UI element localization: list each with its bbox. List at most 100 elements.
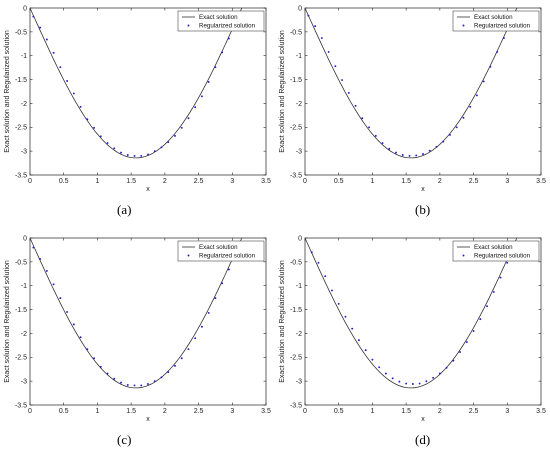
legend-marker-swatch xyxy=(462,24,465,27)
regularized-point xyxy=(160,376,163,379)
regularized-point xyxy=(320,37,323,40)
x-tick-label: 3.5 xyxy=(261,178,271,185)
regularized-point xyxy=(79,336,82,339)
regularized-point xyxy=(344,315,347,318)
regularized-point xyxy=(106,372,109,375)
legend-box xyxy=(452,10,540,32)
regularized-point xyxy=(331,289,333,292)
regularized-point xyxy=(351,327,354,330)
x-tick-label: 3.5 xyxy=(536,178,546,185)
y-tick-label: -3.5 xyxy=(290,172,302,179)
y-tick-label: 0 xyxy=(298,5,302,12)
regularized-point xyxy=(93,126,96,129)
x-axis-label: x xyxy=(421,186,425,193)
regularized-point xyxy=(347,91,350,94)
regularized-point xyxy=(381,142,384,144)
y-tick-label: -2 xyxy=(21,101,27,108)
regularized-point xyxy=(469,105,472,108)
regularized-point xyxy=(371,358,374,361)
regularized-point xyxy=(391,377,394,380)
y-tick-label: 0 xyxy=(23,235,27,242)
regularized-point xyxy=(66,311,69,313)
exact-solution-line xyxy=(305,238,518,389)
regularized-point xyxy=(59,66,62,69)
regularized-point xyxy=(167,141,170,144)
regularized-point xyxy=(214,66,217,69)
regularized-point xyxy=(307,14,310,17)
regularized-point xyxy=(200,95,203,98)
regularized-point xyxy=(72,92,75,95)
regularized-point xyxy=(405,382,408,385)
regularized-point xyxy=(496,50,499,53)
x-tick-label: 0 xyxy=(303,408,307,415)
y-tick-label: -3 xyxy=(296,379,302,386)
plot-area xyxy=(304,7,542,176)
regularized-point xyxy=(502,37,505,40)
regularized-point xyxy=(187,348,190,351)
legend-label-regularized: Regularized solution xyxy=(474,253,531,260)
y-tick-label: -1 xyxy=(296,53,302,60)
x-tick-label: 2 xyxy=(163,408,167,415)
regularized-point xyxy=(455,126,458,129)
regularized-point xyxy=(59,297,62,300)
regularized-point xyxy=(465,341,468,343)
regularized-point xyxy=(492,290,495,293)
regularized-point xyxy=(221,282,224,285)
plot-area xyxy=(29,237,267,406)
legend-box xyxy=(452,240,540,262)
regularized-point xyxy=(489,65,492,68)
regularized-point xyxy=(428,149,431,152)
x-tick-label: 2 xyxy=(438,178,442,185)
y-axis-label: Exact solution and Regularized solution xyxy=(4,30,11,153)
x-axis-label: x xyxy=(146,416,150,423)
legend-label-regularized: Regularized solution xyxy=(199,253,256,260)
regularized-point xyxy=(314,25,317,28)
regularized-point xyxy=(401,154,404,156)
legend-box xyxy=(177,10,265,32)
legend-marker-swatch xyxy=(462,254,465,257)
regularized-point xyxy=(99,135,102,138)
x-tick-label: 1 xyxy=(95,178,99,185)
y-tick-label: -3 xyxy=(21,149,27,156)
regularized-point xyxy=(99,365,102,368)
regularized-point xyxy=(438,372,441,375)
caption-a: (a) xyxy=(117,202,132,217)
regularized-point xyxy=(310,251,313,254)
regularized-point xyxy=(86,118,89,121)
y-tick-label: -2 xyxy=(296,331,302,338)
y-tick-label: -3 xyxy=(21,379,27,386)
regularized-point xyxy=(432,376,435,379)
regularized-point xyxy=(452,359,455,362)
regularized-point xyxy=(140,384,143,387)
regularized-point xyxy=(133,154,136,157)
regularized-point xyxy=(180,357,183,360)
exact-solution-line xyxy=(30,238,243,389)
regularized-point xyxy=(93,357,96,360)
y-tick-label: -3.5 xyxy=(15,172,27,179)
x-tick-label: 3 xyxy=(505,408,509,415)
y-tick-label: -2.5 xyxy=(15,125,27,132)
regularized-point xyxy=(415,154,418,157)
regularized-point xyxy=(113,147,116,150)
regularized-point xyxy=(153,380,156,383)
x-tick-label: 2 xyxy=(163,178,167,185)
regularized-point xyxy=(354,104,357,107)
regularized-point xyxy=(327,50,330,53)
chart-panel-a: 0 0.5 1 1.5 2 2.5 3 3.5 0 -0.5 -1 -1.5 -2 -2.5 -3 -3.5 x… xyxy=(4,5,271,193)
x-tick-label: 0 xyxy=(28,408,32,415)
regularized-point xyxy=(459,351,462,353)
regularized-point xyxy=(378,366,381,369)
regularized-point xyxy=(187,117,190,120)
regularized-point xyxy=(39,26,42,29)
y-tick-label: -2 xyxy=(296,101,302,108)
regularized-point xyxy=(317,261,320,264)
regularized-point xyxy=(194,337,197,340)
y-tick-label: 0 xyxy=(298,235,302,242)
regularized-point xyxy=(200,325,203,328)
x-tick-label: 2.5 xyxy=(194,178,204,185)
regularized-point xyxy=(435,145,438,148)
regularized-point xyxy=(227,268,230,271)
caption-b: (b) xyxy=(415,202,431,217)
regularized-point xyxy=(357,339,360,342)
y-tick-label: -3 xyxy=(296,149,302,156)
